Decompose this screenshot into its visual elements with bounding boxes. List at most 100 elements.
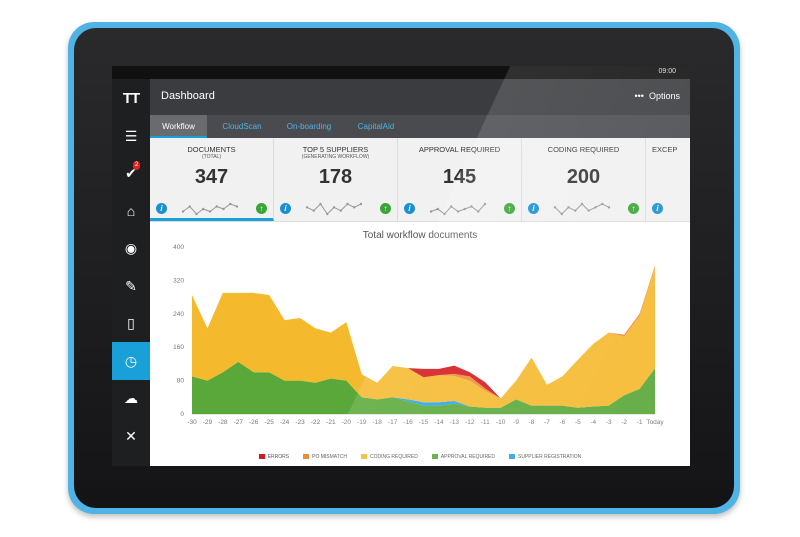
- legend-item[interactable]: PO MISMATCH: [303, 454, 347, 460]
- trend-up-icon[interactable]: ↑: [504, 203, 515, 214]
- page-title: Dashboard: [161, 90, 215, 102]
- y-tick-label: 240: [173, 311, 184, 318]
- sparkline-point: [319, 202, 322, 206]
- legend-item[interactable]: APPROVAL REQUIRED: [431, 454, 495, 460]
- legend-item[interactable]: ERRORS: [258, 454, 289, 460]
- sidebar-item-tasks-check[interactable]: ✔ 2: [112, 155, 150, 193]
- info-icon[interactable]: i: [280, 203, 291, 214]
- x-tick-label: -28: [218, 419, 228, 426]
- options-button[interactable]: ••• Options: [635, 91, 681, 101]
- more-icon: •••: [634, 91, 644, 101]
- x-tick-label: -23: [295, 419, 305, 426]
- area-series-approval-required: [192, 361, 655, 414]
- app-logo[interactable]: TT: [112, 79, 150, 117]
- sparkline-point: [580, 202, 584, 206]
- trend-up-icon[interactable]: ↑: [256, 203, 267, 214]
- kpi-approval-required[interactable]: APPROVAL REQUIRED 145 i ↑: [398, 138, 522, 221]
- tab-cloudscan[interactable]: CloudScan: [222, 122, 262, 131]
- sparkline-point: [463, 207, 466, 211]
- kpi-strip: DOCUMENTS (TOTAL) 347 i ↑ TOP 5 SUPPLIER…: [150, 138, 690, 222]
- sparkline-point: [202, 207, 205, 211]
- sparkline-point: [450, 205, 453, 208]
- sparkline-line: [306, 203, 362, 215]
- x-tick-label: -19: [357, 419, 367, 426]
- legend-item[interactable]: SUPPLIER REGISTRATION: [509, 454, 581, 460]
- sparkline-point: [470, 205, 473, 208]
- x-tick-label: -1: [637, 419, 643, 426]
- kpi-label: APPROVAL REQUIRED: [418, 145, 501, 154]
- legend-label: SUPPLIER REGISTRATION: [518, 454, 582, 460]
- sidebar: TT ☰ ✔ 2 ⌂ ◉ ✎ ▯ ◷ ☁ ✕: [112, 79, 150, 466]
- sparkline-point: [195, 212, 198, 216]
- chart-title: Total workflow documents: [362, 230, 478, 241]
- x-tick-label: -5: [575, 419, 581, 426]
- sidebar-item-dashboard-gauge[interactable]: ◷: [112, 342, 150, 380]
- sparkline-point: [443, 212, 446, 216]
- dashboard-gauge-icon: ◷: [124, 352, 138, 369]
- x-tick-label: -4: [590, 419, 596, 426]
- top-bar: Dashboard ••• Options: [150, 79, 690, 115]
- sparkline-point: [594, 206, 597, 209]
- info-icon[interactable]: i: [156, 203, 167, 214]
- sidebar-item-rss[interactable]: ☰: [112, 117, 150, 155]
- tools-icon: ✕: [125, 427, 137, 444]
- kpi-value: 347: [194, 166, 229, 188]
- sparkline-point: [429, 210, 433, 213]
- sidebar-item-home[interactable]: ⌂: [112, 192, 150, 230]
- sparkline-point: [181, 210, 185, 213]
- x-tick-label: -21: [326, 419, 336, 426]
- sparkline-point: [332, 206, 336, 209]
- kpi-coding-required[interactable]: CODING REQUIRED 200 i ↑: [522, 138, 646, 221]
- sparkline: [553, 202, 611, 216]
- legend-item[interactable]: CODING REQUIRED: [361, 454, 418, 460]
- x-tick-label: -3: [606, 419, 612, 426]
- kpi-top-suppliers[interactable]: TOP 5 SUPPLIERS (GENERATING WORKFLOW) 17…: [274, 138, 398, 221]
- info-icon[interactable]: i: [652, 203, 663, 214]
- kpi-exceptions[interactable]: EXCEP i: [646, 138, 690, 221]
- x-tick-label: -17: [388, 419, 398, 426]
- legend-swatch: [303, 454, 310, 460]
- tab-workflow[interactable]: Workflow: [150, 115, 207, 138]
- sparkline-point: [346, 202, 349, 206]
- sidebar-item-pencil[interactable]: ✎: [112, 267, 150, 305]
- x-tick-label: -26: [249, 419, 259, 426]
- legend-swatch: [431, 454, 438, 460]
- tab-capitalaid[interactable]: CapitalAid: [357, 122, 395, 131]
- legend-label: CODING REQUIRED: [370, 454, 418, 460]
- kpi-label: DOCUMENTS: [187, 145, 236, 154]
- kpi-label: CODING REQUIRED: [547, 145, 620, 154]
- y-tick-label: 400: [173, 244, 184, 251]
- y-tick-label: 160: [173, 344, 184, 351]
- sparkline-point: [553, 206, 557, 209]
- x-tick-label: -22: [311, 419, 321, 426]
- logo-text: TT: [122, 89, 140, 107]
- kpi-label: TOP 5 SUPPLIERS: [302, 145, 369, 154]
- info-icon[interactable]: i: [404, 203, 415, 214]
- trend-up-icon[interactable]: ↑: [628, 203, 639, 214]
- sidebar-item-cloud-upload[interactable]: ☁: [112, 380, 150, 418]
- sparkline-point: [208, 210, 212, 213]
- sidebar-item-tools[interactable]: ✕: [112, 417, 150, 455]
- tab-onboarding[interactable]: On-boarding: [286, 122, 332, 131]
- sidebar-item-globe[interactable]: ◉: [112, 230, 150, 268]
- sparkline-point: [305, 206, 309, 209]
- sparkline-point: [312, 209, 315, 212]
- x-tick-label: -11: [481, 419, 490, 426]
- kpi-label: EXCEP: [652, 145, 678, 154]
- trend-up-icon[interactable]: ↑: [380, 203, 391, 214]
- x-tick-label: -25: [264, 419, 274, 426]
- x-tick-label: -29: [203, 419, 213, 426]
- sparkline-point: [483, 202, 487, 206]
- legend-swatch: [361, 454, 368, 460]
- x-tick-label: -2: [621, 419, 627, 426]
- pencil-icon: ✎: [125, 277, 137, 294]
- kpi-documents[interactable]: DOCUMENTS (TOTAL) 347 i ↑: [150, 138, 274, 221]
- sparkline-point: [456, 210, 460, 213]
- x-tick-label: -10: [496, 419, 506, 426]
- sparkline-point: [567, 206, 570, 209]
- kpi-value: 145: [442, 166, 477, 188]
- info-icon[interactable]: i: [528, 203, 539, 214]
- sidebar-item-document[interactable]: ▯: [112, 305, 150, 343]
- sparkline-point: [607, 206, 611, 209]
